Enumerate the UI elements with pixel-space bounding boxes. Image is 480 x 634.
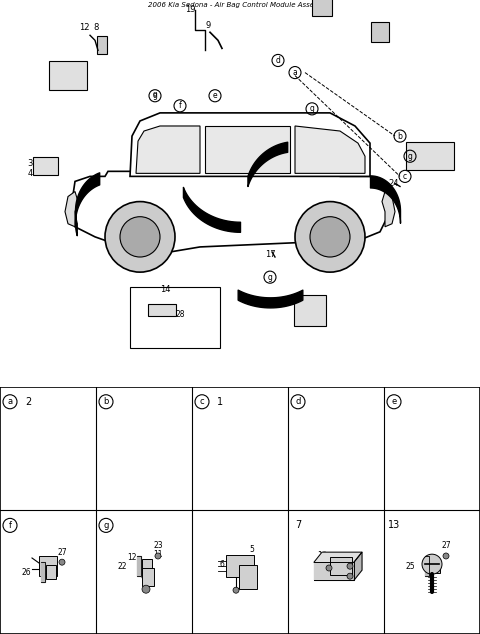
Text: 28: 28 [175,311,184,320]
Text: c: c [200,398,204,406]
Text: g: g [267,273,273,281]
Text: g: g [408,152,412,161]
Text: f: f [9,521,12,530]
Polygon shape [314,562,354,580]
Text: 27: 27 [57,548,67,557]
Bar [330,557,352,575]
Bar [239,565,257,589]
Text: b: b [397,132,402,141]
Circle shape [326,565,332,571]
Text: 6: 6 [219,560,225,569]
Text: 21: 21 [420,162,431,171]
Bar [148,304,176,316]
Text: 24: 24 [388,179,398,188]
Text: e: e [391,398,396,406]
Text: 18: 18 [317,561,327,570]
Polygon shape [137,556,141,576]
Text: e: e [213,91,217,100]
Text: d: d [276,56,280,65]
Text: g: g [310,105,314,113]
Text: 10: 10 [52,60,62,70]
Circle shape [347,563,353,569]
Bar [33,157,58,176]
Circle shape [59,559,65,565]
Bar [312,0,332,16]
Polygon shape [41,562,45,582]
Text: 12: 12 [79,23,89,32]
Bar [46,565,56,579]
Text: 8: 8 [93,23,99,32]
Text: 27: 27 [441,541,451,550]
Text: 26: 26 [21,567,31,577]
Polygon shape [65,191,78,227]
Circle shape [142,585,150,593]
Text: d: d [295,398,300,406]
Text: 23: 23 [153,541,163,550]
Text: 7: 7 [295,521,301,531]
Text: 11: 11 [153,550,163,559]
Polygon shape [354,552,362,580]
Bar [142,559,152,573]
Text: 16: 16 [317,551,327,560]
Text: 29: 29 [320,7,331,16]
Text: g: g [153,91,157,97]
Text: c: c [403,172,407,181]
Bar [406,142,454,171]
Polygon shape [205,126,290,173]
Circle shape [347,573,353,579]
Bar [294,295,326,325]
Text: 12: 12 [127,553,137,562]
Text: 9: 9 [205,21,210,30]
Text: b: b [103,398,108,406]
Text: g: g [153,91,157,100]
Text: 5: 5 [250,545,254,554]
Bar [97,36,107,55]
Bar [142,568,154,586]
Text: 19: 19 [185,5,195,14]
Polygon shape [136,126,200,173]
Bar [49,61,87,89]
Text: 14: 14 [160,285,170,294]
Text: 20: 20 [378,36,388,44]
Text: 25: 25 [405,562,415,571]
Bar [130,287,220,347]
Circle shape [155,553,161,559]
Text: a: a [7,398,12,406]
Circle shape [310,217,350,257]
Polygon shape [382,191,395,227]
Polygon shape [425,556,429,576]
Text: g: g [103,521,108,530]
Text: 2: 2 [25,397,31,407]
Text: 2006 Kia Sedona - Air Bag Control Module Assembly: 2006 Kia Sedona - Air Bag Control Module… [148,2,332,8]
Text: 3: 3 [27,159,33,168]
Circle shape [422,554,442,574]
Bar [39,556,57,576]
Text: 22: 22 [117,562,127,571]
Circle shape [105,202,175,272]
Text: 17: 17 [265,250,276,259]
Circle shape [443,553,449,559]
Circle shape [295,202,365,272]
Bar [430,559,440,573]
Text: a: a [293,68,298,77]
Bar [226,555,254,577]
Polygon shape [130,113,370,176]
Circle shape [233,587,239,593]
Text: 4: 4 [27,169,33,178]
Text: 13: 13 [388,521,400,531]
Text: f: f [179,101,181,110]
Polygon shape [295,126,365,173]
Polygon shape [314,552,362,562]
Text: 1: 1 [217,397,223,407]
Text: 15: 15 [308,318,319,327]
Circle shape [120,217,160,257]
Bar [371,22,389,42]
Polygon shape [72,171,390,252]
